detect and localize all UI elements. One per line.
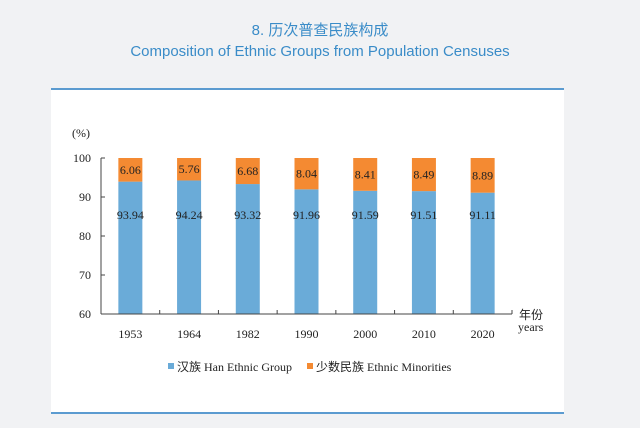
x-tick-label: 2000 (353, 327, 377, 341)
data-label: 6.68 (237, 164, 258, 178)
data-label: 8.04 (296, 167, 317, 181)
data-label: 91.59 (352, 208, 379, 222)
y-tick-label: 70 (79, 268, 91, 282)
data-label: 91.96 (293, 208, 320, 222)
bar-minorities-1964 (177, 158, 202, 181)
data-label: 6.06 (120, 163, 141, 177)
data-label: 5.76 (179, 162, 200, 176)
data-label: 93.94 (117, 208, 144, 222)
data-label: 93.32 (234, 208, 261, 222)
legend-label: 少数民族 Ethnic Minorities (316, 359, 452, 374)
x-axis-label-cn: 年份 (519, 308, 543, 322)
x-tick-label: 2020 (471, 327, 495, 341)
bar-minorities-1953 (118, 158, 143, 182)
y-axis-unit: (%) (72, 126, 90, 140)
bar-minorities-2010 (411, 158, 436, 192)
bar-minorities-2020 (470, 158, 495, 193)
y-tick-label: 60 (79, 307, 91, 321)
bar-han-1964 (177, 180, 202, 314)
legend-label: 汉族 Han Ethnic Group (177, 360, 292, 374)
data-label: 8.89 (472, 168, 493, 182)
data-label: 94.24 (176, 208, 203, 222)
bar-minorities-2000 (353, 158, 378, 191)
x-tick-label: 1964 (177, 327, 201, 341)
y-tick-label: 90 (79, 190, 91, 204)
x-tick-label: 1982 (236, 327, 260, 341)
bar-han-2010 (411, 191, 436, 314)
bar-han-2020 (470, 192, 495, 314)
legend-swatch-1 (307, 363, 313, 369)
bar-han-1990 (294, 189, 319, 314)
y-tick-label: 80 (79, 229, 91, 243)
bar-minorities-1990 (294, 158, 319, 190)
legend-swatch-0 (168, 363, 174, 369)
data-label: 8.41 (355, 167, 376, 181)
x-axis-label-en: years (518, 320, 544, 334)
x-tick-label: 2010 (412, 327, 436, 341)
bar-han-1953 (118, 181, 143, 314)
data-label: 91.51 (410, 208, 437, 222)
chart-title-cn: 8. 历次普查民族构成 (251, 22, 389, 39)
bar-han-2000 (353, 190, 378, 314)
x-tick-label: 1953 (118, 327, 142, 341)
data-label: 8.49 (413, 168, 434, 182)
chart-title-en: Composition of Ethnic Groups from Popula… (130, 43, 510, 60)
bar-minorities-1982 (235, 158, 260, 185)
data-label: 91.11 (469, 208, 496, 222)
bar-han-1982 (235, 184, 260, 314)
y-tick-label: 100 (73, 151, 91, 165)
x-tick-label: 1990 (295, 327, 319, 341)
